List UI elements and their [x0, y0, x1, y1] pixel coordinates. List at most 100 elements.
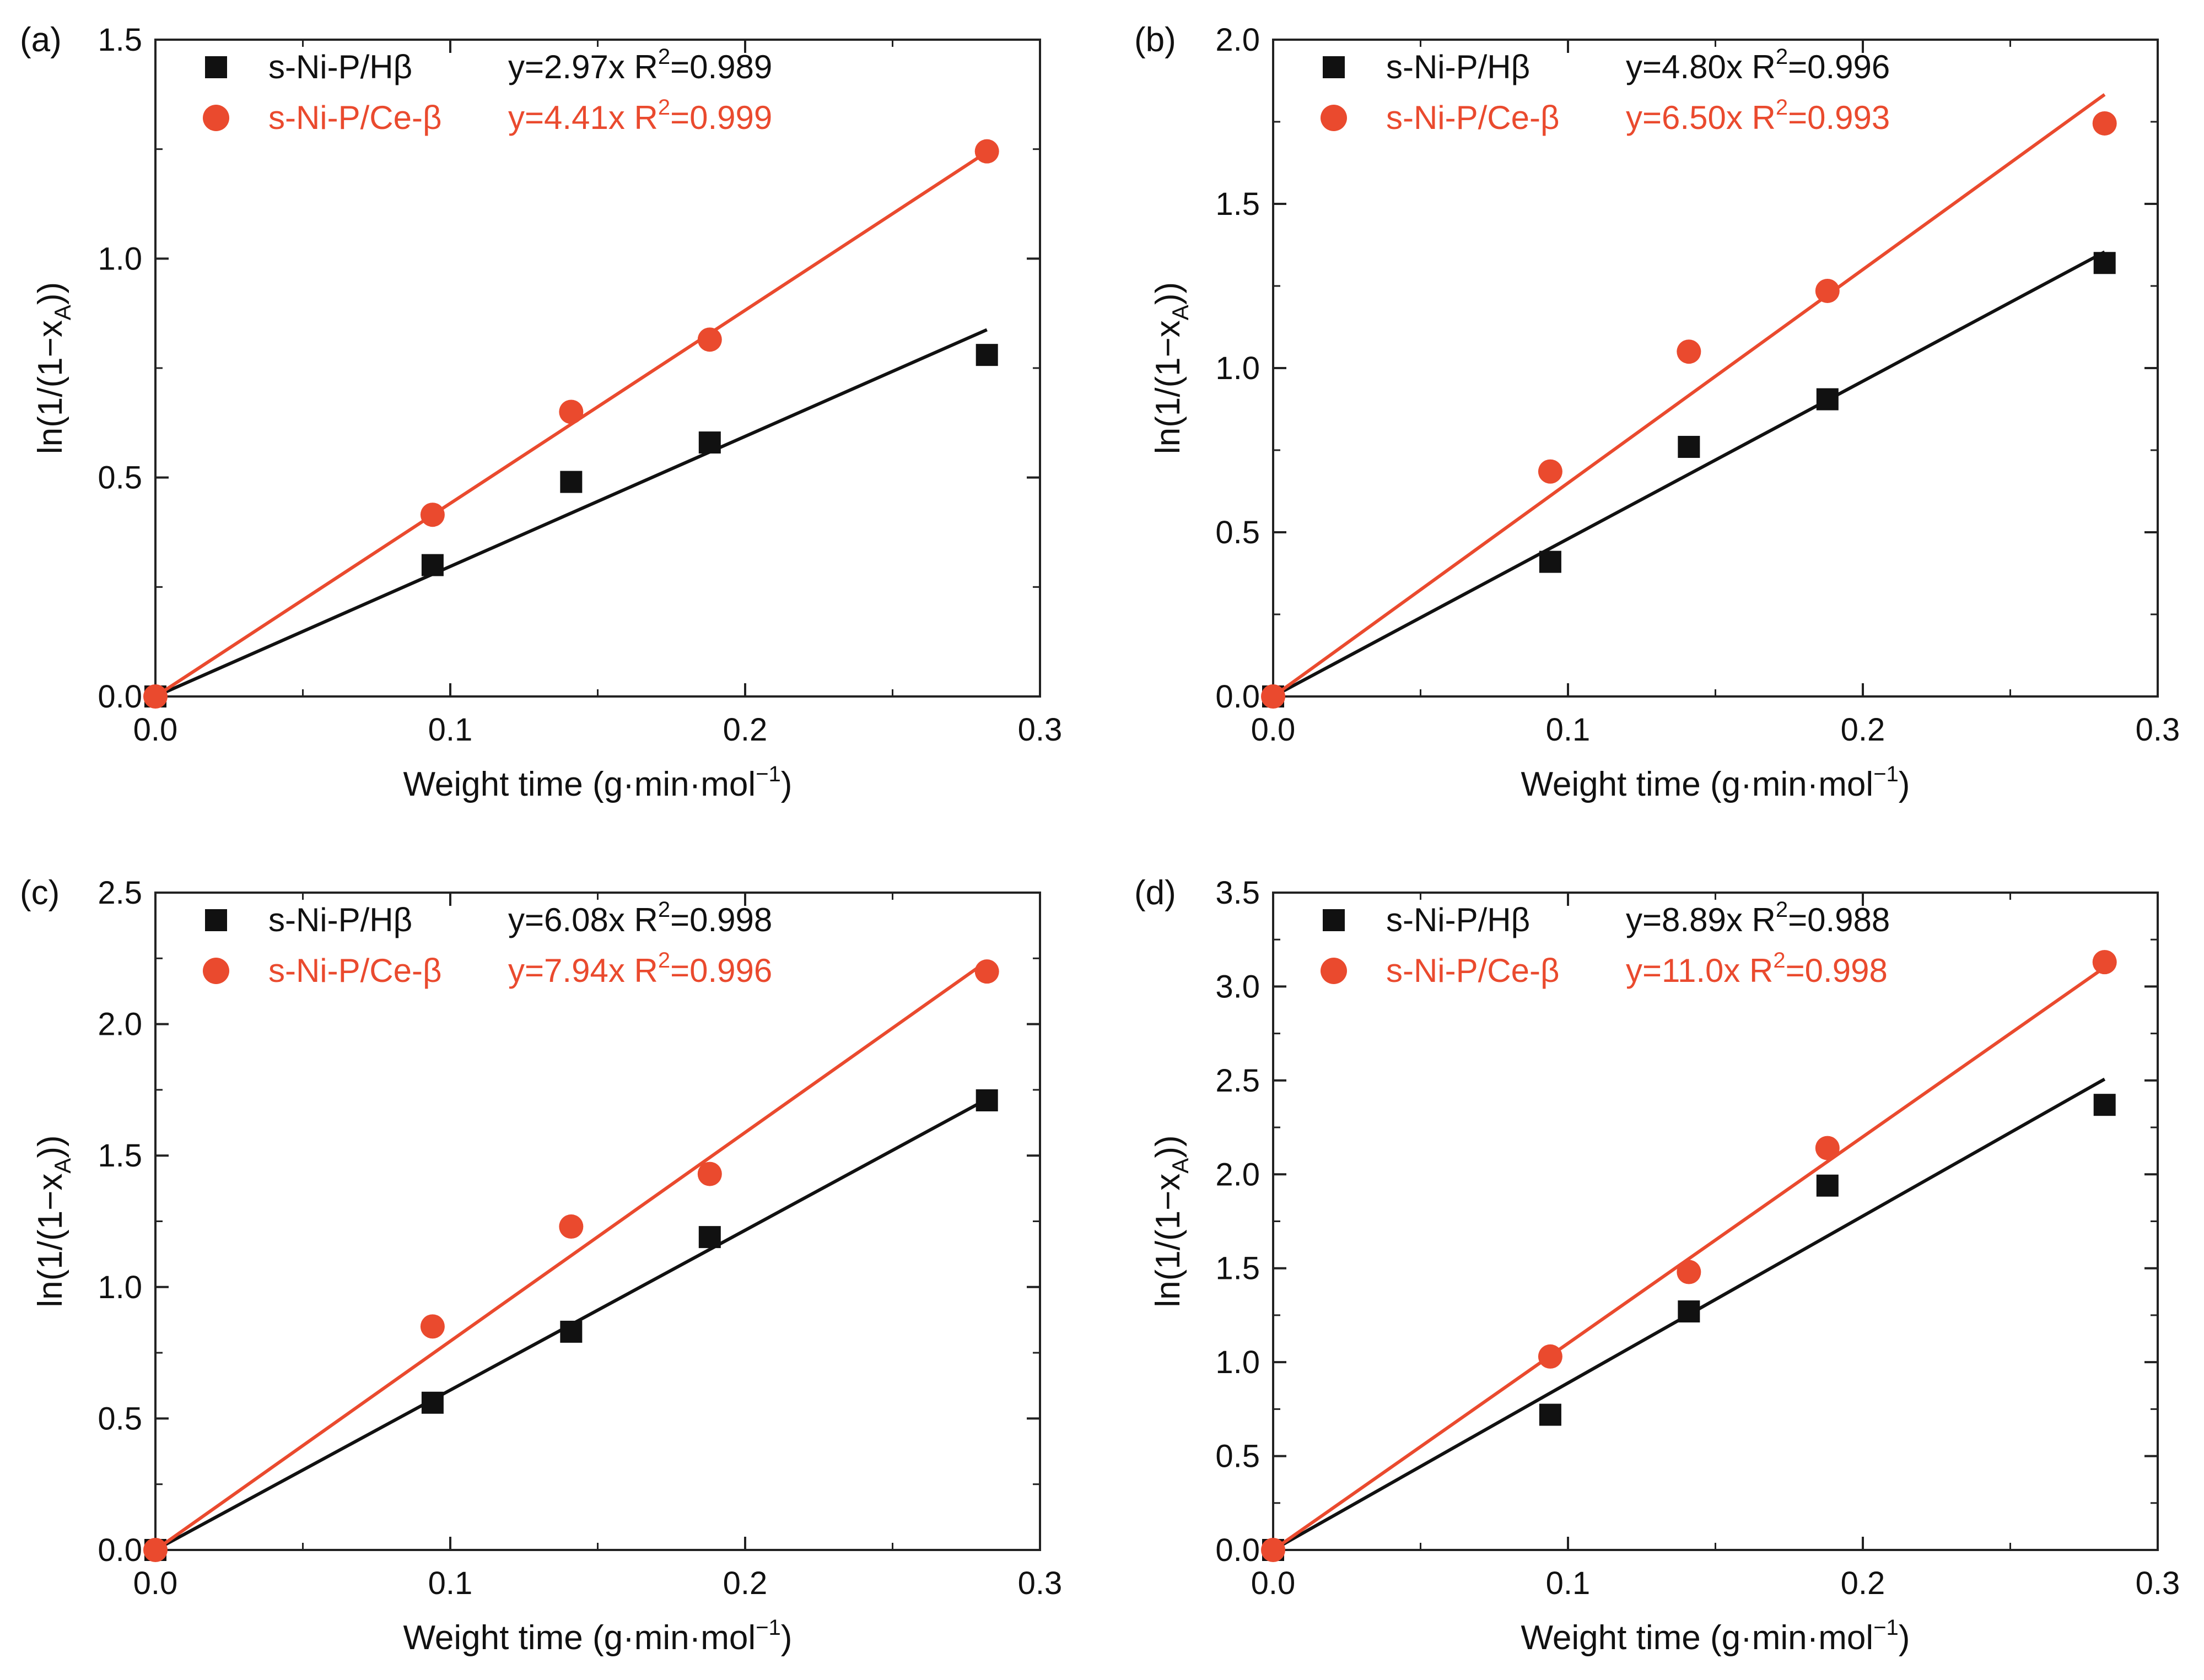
- x-axis-label: Weight time (g·min·mol−1): [403, 1616, 793, 1657]
- series-ni-p-ce-beta: s-Ni-P/Ce-β y=11.0x R2=0.998: [1261, 948, 2117, 1562]
- x-axis-label-main: Weight time (g·min·mol: [403, 1619, 756, 1657]
- x-tick-label: 0.2: [723, 712, 768, 748]
- data-point: [1677, 1260, 1701, 1284]
- plot-frame: [1272, 892, 2159, 1551]
- x-tick-label: 0.3: [1018, 712, 1063, 748]
- y-axis-label-main: ln(1/(1−x: [1149, 1174, 1187, 1308]
- y-tick-label: 0.5: [98, 1401, 142, 1436]
- series-ni-p-ce-beta: s-Ni-P/Ce-β y=4.41x R2=0.999: [143, 95, 999, 709]
- data-point: [421, 1391, 444, 1414]
- panel-d: (d) 0.0 0.1 0.2 0.3 0.0 0.5 1.0 1.5 2.0 2.5 3.0 3.5 W…: [1134, 874, 2180, 1657]
- legend-marker: [205, 56, 227, 78]
- x-axis-label-main: Weight time (g·min·mol: [1521, 1619, 1874, 1657]
- fit-line: [154, 960, 988, 1552]
- data-point: [698, 1226, 721, 1249]
- r2-superscript: 2: [1776, 45, 1788, 69]
- y-tick-label: 2.0: [1215, 22, 1260, 58]
- x-axis-label-sup: −1: [1873, 762, 1899, 786]
- x-tick-label: 0.1: [428, 1565, 473, 1601]
- y-tick-label: 1.0: [98, 241, 142, 277]
- legend-label: s-Ni-P/Ce-β: [1386, 99, 1560, 136]
- x-axis-label-main: Weight time (g·min·mol: [403, 765, 756, 803]
- panel-c: (c) 0.0 0.1 0.2 0.3 0.0 0.5 1.0 1.5 2.0 2.5 Weight …: [20, 874, 1062, 1657]
- y-tick-label: 2.5: [1215, 1063, 1260, 1099]
- y-tick-label: 3.5: [1215, 875, 1260, 911]
- plot-frame: [154, 892, 1041, 1551]
- fit-line: [1272, 93, 2106, 698]
- legend-fit: y=4.41x R2=0.999: [508, 95, 772, 136]
- data-point: [2092, 111, 2117, 136]
- data-point: [1678, 1300, 1700, 1323]
- y-tick-label: 0.5: [1215, 515, 1260, 550]
- r2-value: =0.996: [1788, 48, 1890, 85]
- y-axis-label-close: )): [31, 282, 69, 305]
- data-point: [697, 327, 722, 352]
- panel-letter: (b): [1134, 21, 1176, 59]
- legend-fit: y=11.0x R2=0.998: [1626, 948, 1888, 989]
- r2-value: =0.998: [670, 901, 772, 938]
- x-axis-label-close: ): [1899, 765, 1910, 803]
- y-axis-label-main: ln(1/(1−x: [1149, 320, 1187, 454]
- y-tick-label: 0.5: [98, 460, 142, 496]
- plot-frame: [1272, 39, 2159, 698]
- y-axis-label: ln(1/(1−xA)): [31, 282, 76, 454]
- y-tick-label: 0.0: [98, 1532, 142, 1568]
- y-axis-label: ln(1/(1−xA)): [1149, 282, 1193, 454]
- r2-superscript: 2: [1773, 948, 1785, 973]
- r2-value: =0.993: [1788, 99, 1890, 136]
- data-point: [560, 471, 583, 493]
- y-tick-label: 1.0: [1215, 350, 1260, 386]
- r2-value: =0.988: [1788, 901, 1890, 938]
- y-axis-label-main: ln(1/(1−x: [31, 1174, 69, 1308]
- y-tick-label: 2.0: [1215, 1157, 1260, 1192]
- data-point: [1677, 339, 1701, 364]
- r2-value: =0.989: [670, 48, 772, 85]
- legend-label: s-Ni-P/Ce-β: [268, 952, 442, 989]
- x-axis-label: Weight time (g·min·mol−1): [1521, 762, 1910, 803]
- x-tick-label: 0.2: [723, 1565, 768, 1601]
- data-point: [1816, 388, 1839, 410]
- y-tick-label: 1.5: [1215, 1251, 1260, 1287]
- data-point: [559, 1214, 584, 1239]
- r2-superscript: 2: [658, 948, 670, 973]
- data-point: [143, 684, 168, 709]
- y-tick-label: 2.0: [98, 1007, 142, 1042]
- data-point: [974, 139, 999, 164]
- data-point: [559, 399, 584, 424]
- panel-b: (b) 0.0 0.1 0.2 0.3 0.0 0.5 1.0 1.5 2.0 Weight tim…: [1134, 21, 2180, 803]
- data-point: [1539, 550, 1561, 573]
- fit-line: [1272, 966, 2106, 1552]
- y-tick-label: 1.5: [98, 22, 142, 58]
- x-tick-label: 0.3: [1018, 1565, 1063, 1601]
- data-point: [2092, 950, 2117, 975]
- x-axis-label-sup: −1: [756, 762, 781, 786]
- y-tick-label: 0.5: [1215, 1439, 1260, 1474]
- series-ni-p-hbeta: s-Ni-P/Hβ y=2.97x R2=0.989: [144, 45, 998, 707]
- x-tick-label: 0.1: [428, 712, 473, 748]
- y-axis-label: ln(1/(1−xA)): [1149, 1135, 1193, 1307]
- fit-line: [154, 150, 988, 698]
- data-point: [1816, 1174, 1839, 1197]
- r2-superscript: 2: [658, 898, 670, 922]
- x-axis-label: Weight time (g·min·mol−1): [1521, 1616, 1910, 1657]
- fit-equation: y=6.50x R: [1626, 99, 1776, 136]
- data-point: [1815, 278, 1840, 303]
- legend-label: s-Ni-P/Hβ: [1386, 48, 1530, 85]
- legend-label: s-Ni-P/Ce-β: [1386, 952, 1560, 989]
- y-tick-label: 0.0: [98, 679, 142, 715]
- plot-frame: [154, 39, 1041, 698]
- data-point: [2093, 1094, 2116, 1116]
- fit-line: [154, 328, 988, 698]
- series-ni-p-hbeta: s-Ni-P/Hβ y=4.80x R2=0.996: [1262, 45, 2116, 707]
- y-axis-label-sub: A: [1167, 1158, 1193, 1174]
- legend-fit: y=6.08x R2=0.998: [508, 898, 772, 938]
- panel-letter: (a): [20, 21, 62, 59]
- y-axis-label-sub: A: [50, 1158, 76, 1174]
- fit-equation: y=8.89x R: [1626, 901, 1776, 938]
- legend-fit: y=7.94x R2=0.996: [508, 948, 772, 989]
- x-tick-label: 0.0: [133, 1565, 178, 1601]
- y-axis-label-sub: A: [50, 305, 76, 320]
- panel-letter: (d): [1134, 874, 1176, 912]
- y-tick-label: 2.5: [98, 875, 142, 911]
